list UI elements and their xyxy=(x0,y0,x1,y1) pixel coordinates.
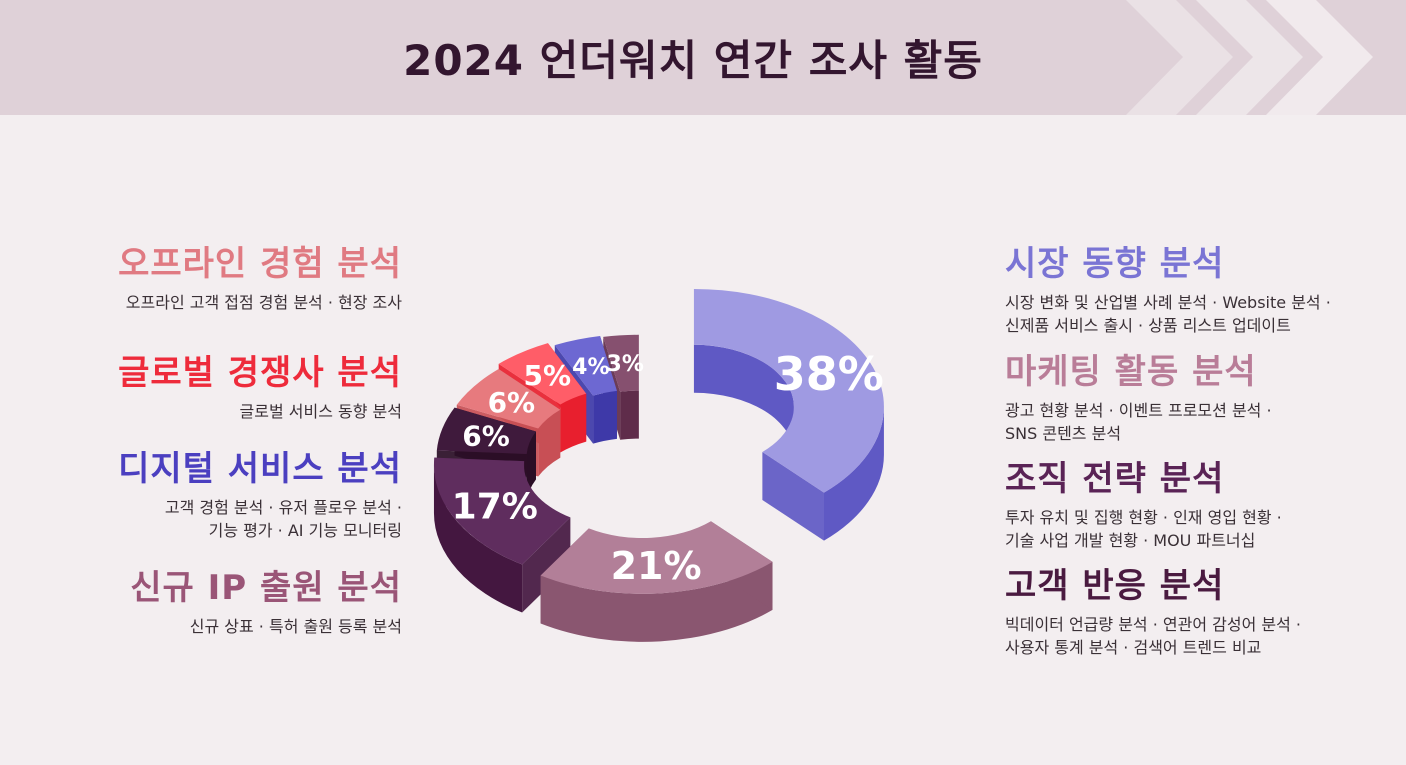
slice-label-5: 6% xyxy=(488,386,536,419)
slice-outer-side xyxy=(823,406,884,541)
slice-label-3: 17% xyxy=(452,486,538,527)
category-desc: 투자 유치 및 집행 현황 · 인재 영입 현황 · 기술 사업 개발 현황 ·… xyxy=(1005,508,1282,550)
slice-label-7: 4% xyxy=(572,355,609,380)
slice-inner-side xyxy=(693,344,794,455)
category-global-competitor: 글로벌 경쟁사 분석 글로벌 서비스 동향 분석 xyxy=(22,353,402,423)
category-new-ip: 신규 IP 출원 분석 신규 상표 · 특허 출원 등록 분석 xyxy=(22,568,402,638)
slice-top-face xyxy=(436,407,536,454)
category-offline-experience: 오프라인 경험 분석 오프라인 고객 접점 경험 분석 · 현장 조사 xyxy=(22,244,402,314)
category-title: 오프라인 경험 분석 xyxy=(118,244,402,284)
slice-inner-side xyxy=(560,393,587,453)
slice-inner-side xyxy=(526,431,536,502)
category-customer-response: 고객 반응 분석 빅데이터 언급량 분석 · 연관어 감성어 분석 · 사용자 … xyxy=(1005,566,1385,659)
category-digital-service: 디지털 서비스 분석 고객 경험 분석 · 유저 플로우 분석 · 기능 평가 … xyxy=(22,449,402,542)
category-desc: 광고 현황 분석 · 이벤트 프로모션 분석 · SNS 콘텐츠 분석 xyxy=(1005,401,1272,443)
category-title: 고객 반응 분석 xyxy=(1005,566,1225,606)
category-desc: 오프라인 고객 접점 경험 분석 · 현장 조사 xyxy=(125,293,402,312)
slice-inner-side xyxy=(593,390,617,444)
slice-label-6: 5% xyxy=(523,359,571,392)
category-desc: 고객 경험 분석 · 유저 플로우 분석 · 기능 평가 · AI 기능 모니터… xyxy=(164,498,402,540)
slice-top-face xyxy=(433,457,571,565)
page-title: 2024 언더워치 연간 조사 활동 xyxy=(403,36,983,85)
slice-outer-side xyxy=(433,465,523,613)
slice-top-face xyxy=(498,343,587,405)
header-banner: 2024 언더워치 연간 조사 활동 xyxy=(0,0,1406,115)
chevron-arrows-decoration xyxy=(1126,0,1373,115)
donut-slice-1 xyxy=(693,288,884,541)
slice-inner-side xyxy=(538,409,561,477)
slice-label-4: 6% xyxy=(462,419,510,452)
slice-inner-side xyxy=(620,390,639,440)
category-title: 마케팅 활동 분석 xyxy=(1005,352,1257,392)
category-title: 글로벌 경쟁사 분석 xyxy=(118,353,402,393)
slice-top-face xyxy=(554,336,617,396)
donut-slice-3 xyxy=(433,457,571,613)
category-title: 디지털 서비스 분석 xyxy=(118,449,402,489)
category-desc: 신규 상표 · 특허 출원 등록 분석 xyxy=(189,617,402,636)
slice-top-face xyxy=(693,288,884,493)
category-desc: 시장 변화 및 산업별 사례 분석 · Website 분석 · 신제품 서비스… xyxy=(1005,293,1331,335)
donut-slice-2 xyxy=(540,521,773,642)
category-title: 시장 동향 분석 xyxy=(1005,244,1225,284)
category-desc: 글로벌 서비스 동향 분석 xyxy=(239,402,402,421)
slice-label-8: 3% xyxy=(607,352,644,377)
slice-top-face xyxy=(540,521,773,594)
slice-top-face xyxy=(456,369,561,429)
category-title: 조직 전략 분석 xyxy=(1005,459,1225,499)
slice-end-wall xyxy=(762,451,824,541)
slice-label-1: 38% xyxy=(774,347,884,401)
slice-end-wall xyxy=(522,517,571,613)
category-organization-strategy: 조직 전략 분석 투자 유치 및 집행 현황 · 인재 영입 현황 · 기술 사… xyxy=(1005,459,1385,552)
category-market-trend: 시장 동향 분석 시장 변화 및 산업별 사례 분석 · Website 분석 … xyxy=(1005,244,1385,337)
slice-top-face xyxy=(603,334,639,392)
category-marketing: 마케팅 활동 분석 광고 현황 분석 · 이벤트 프로모션 분석 · SNS 콘… xyxy=(1005,352,1385,445)
slice-outer-side xyxy=(540,561,773,642)
donut-chart: 38%21%17%6%6%5% 4%3% xyxy=(433,288,884,642)
category-desc: 빅데이터 언급량 분석 · 연관어 감성어 분석 · 사용자 통계 분석 · 검… xyxy=(1005,615,1302,657)
category-title: 신규 IP 출원 분석 xyxy=(130,568,402,608)
slice-label-2: 21% xyxy=(611,544,702,588)
